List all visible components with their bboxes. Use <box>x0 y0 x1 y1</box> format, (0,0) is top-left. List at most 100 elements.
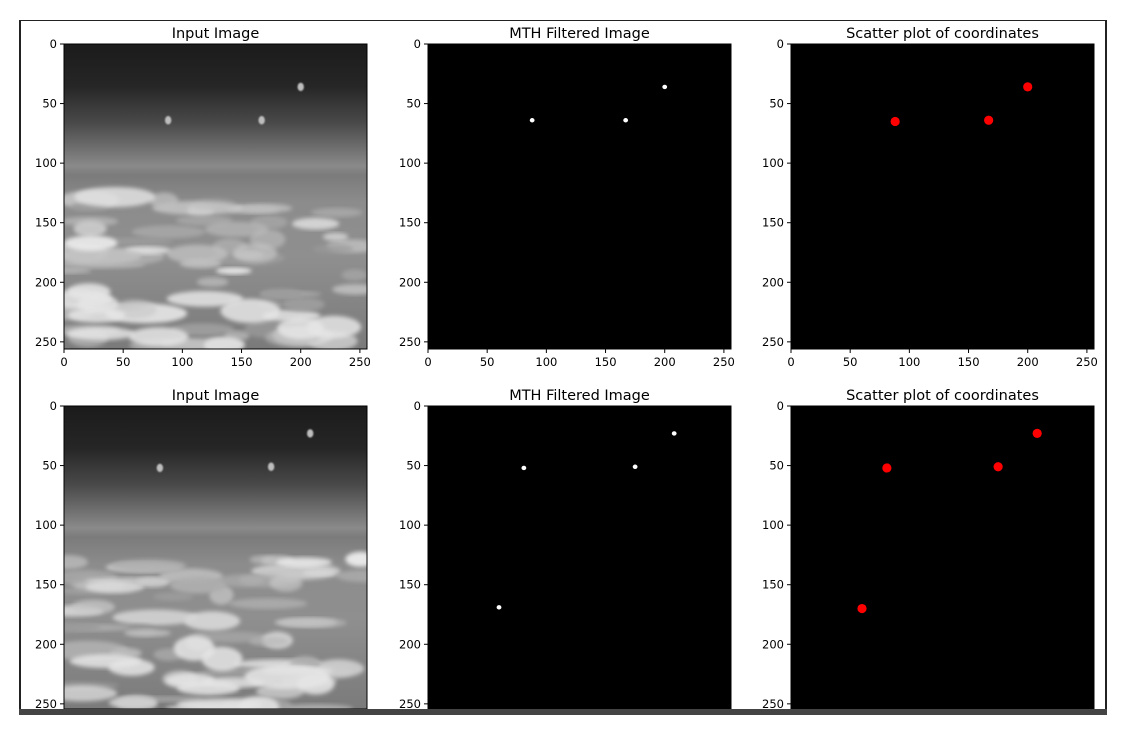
y-tick-label: 100 <box>762 518 784 532</box>
y-tick-label: 150 <box>762 216 784 230</box>
y-tick-label: 50 <box>769 97 784 111</box>
x-tick-label: 250 <box>1076 355 1098 369</box>
filtered-image-background <box>428 406 731 709</box>
cloud-texture <box>123 629 172 637</box>
cloud-texture <box>64 247 142 265</box>
filtered-image-background <box>428 44 731 349</box>
y-tick-label: 100 <box>35 518 57 532</box>
cloud-texture <box>341 269 367 281</box>
cloud-texture <box>215 267 252 275</box>
input-image-object <box>258 116 265 125</box>
scatter-point <box>984 115 994 125</box>
cloud-texture <box>238 696 280 709</box>
cloud-texture <box>74 187 156 207</box>
cloud-texture <box>71 599 115 615</box>
input-image-object <box>297 82 304 92</box>
subplot-4-plot-area <box>64 406 367 709</box>
subplot-1-title: Input Image <box>172 26 260 42</box>
subplot-5-plot-area <box>428 406 731 709</box>
subplot-4-title: Input Image <box>172 388 260 404</box>
cloud-texture <box>64 235 118 251</box>
cloud-texture <box>336 569 367 583</box>
y-tick-label: 50 <box>406 97 421 111</box>
y-tick-label: 50 <box>769 459 784 473</box>
cloud-texture <box>302 569 336 576</box>
x-tick-label: 150 <box>231 355 253 369</box>
y-tick-label: 200 <box>399 637 421 651</box>
x-tick-label: 50 <box>116 355 131 369</box>
cloud-texture <box>322 232 349 241</box>
y-tick-label: 200 <box>762 637 784 651</box>
y-tick-label: 250 <box>35 697 57 711</box>
cloud-texture <box>269 574 303 592</box>
cloud-texture <box>312 244 354 254</box>
cloud-texture <box>131 225 206 239</box>
y-tick-label: 100 <box>762 156 784 170</box>
cloud-texture <box>175 215 233 226</box>
y-tick-label: 150 <box>762 578 784 592</box>
cloud-texture <box>150 192 179 209</box>
cloud-texture <box>110 559 187 573</box>
subplot-2-title: MTH Filtered Image <box>509 26 650 42</box>
input-image-object <box>164 116 172 125</box>
subplot-1-plot-area <box>64 44 367 349</box>
y-tick-label: 150 <box>399 216 421 230</box>
cloud-texture <box>184 611 241 631</box>
subplot-1-axes-frame <box>63 43 368 350</box>
y-tick-label: 200 <box>399 275 421 289</box>
cloud-texture <box>280 618 347 628</box>
y-tick-label: 50 <box>42 97 57 111</box>
filtered-bright-spot <box>496 605 502 610</box>
y-tick-label: 250 <box>35 335 57 349</box>
cloud-texture <box>238 575 265 585</box>
scatter-point <box>993 462 1003 472</box>
y-tick-label: 100 <box>399 518 421 532</box>
filtered-bright-spot <box>662 84 668 90</box>
input-image-object <box>156 463 164 473</box>
cloud-texture <box>277 704 353 709</box>
y-tick-label: 250 <box>762 697 784 711</box>
subplot-6-title: Scatter plot of coordinates <box>846 388 1039 404</box>
filtered-bright-spot <box>623 118 629 123</box>
x-tick-label: 150 <box>958 355 980 369</box>
cloud-texture <box>275 557 332 568</box>
x-tick-label: 100 <box>898 355 920 369</box>
y-tick-label: 0 <box>50 399 57 413</box>
scatter-point <box>890 116 900 127</box>
y-tick-label: 250 <box>762 335 784 349</box>
input-image-object <box>306 429 314 438</box>
subplot-2-axes-frame <box>427 43 732 350</box>
filtered-bright-spot <box>529 118 535 123</box>
cloud-texture <box>277 317 324 340</box>
subplot-6-plot-area <box>791 406 1094 709</box>
cloud-texture <box>220 298 281 323</box>
cloud-texture <box>64 555 88 570</box>
x-tick-label: 50 <box>843 355 858 369</box>
cloud-texture <box>170 323 235 336</box>
subplot-3-plot-area <box>791 44 1094 349</box>
cloud-texture <box>291 217 340 230</box>
cloud-texture <box>64 622 101 633</box>
filtered-bright-spot <box>521 465 527 471</box>
y-tick-label: 0 <box>777 399 784 413</box>
scatter-point <box>1023 82 1033 92</box>
y-tick-label: 100 <box>399 156 421 170</box>
y-tick-label: 50 <box>406 459 421 473</box>
x-tick-label: 200 <box>290 355 312 369</box>
subplot-3-title: Scatter plot of coordinates <box>846 26 1039 42</box>
cloud-texture <box>64 267 92 274</box>
filtered-bright-spot <box>671 431 677 436</box>
x-tick-label: 50 <box>480 355 495 369</box>
cloud-texture <box>204 221 269 237</box>
cloud-texture <box>65 327 135 341</box>
scatter-point <box>857 603 867 614</box>
y-tick-label: 200 <box>35 637 57 651</box>
y-tick-label: 0 <box>414 399 421 413</box>
x-tick-label: 100 <box>171 355 193 369</box>
cloud-texture <box>260 288 303 300</box>
y-tick-label: 200 <box>762 275 784 289</box>
x-tick-label: 150 <box>595 355 617 369</box>
scatter-background <box>791 406 1094 709</box>
cloud-texture <box>128 327 189 347</box>
